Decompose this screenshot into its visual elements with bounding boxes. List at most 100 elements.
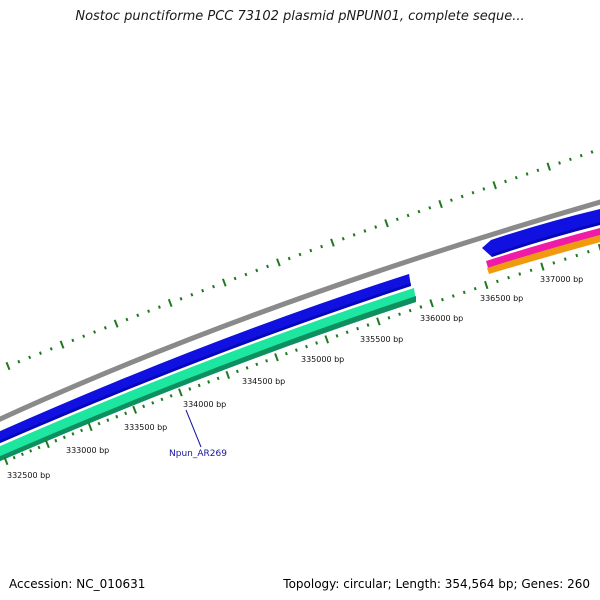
inner-tick-major	[3, 456, 9, 466]
outer-tick-minor	[525, 172, 529, 176]
outer-tick-minor	[352, 233, 356, 237]
inner-tick-minor	[315, 341, 319, 345]
outer-tick-minor	[38, 351, 42, 355]
outer-tick-minor	[449, 198, 453, 202]
tick-label: 332500 bp	[7, 471, 50, 480]
inner-tick-minor	[62, 435, 66, 440]
inner-tick-minor	[387, 316, 391, 320]
outer-tick-minor	[103, 326, 107, 330]
outer-tick-minor	[136, 313, 140, 318]
inner-tick-minor	[216, 376, 220, 381]
outer-tick-minor	[298, 252, 302, 257]
tick-labels: 332500 bp 333000 bp 333500 bp 334000 bp 3345…	[7, 275, 583, 480]
inner-tick-minor	[284, 351, 288, 356]
outer-tick-minor	[406, 213, 410, 218]
outer-tick-minor	[212, 284, 215, 289]
outer-tick-minor	[201, 288, 205, 293]
inner-tick-minor	[29, 449, 33, 453]
inner-tick-ring	[3, 243, 600, 466]
outer-tick-minor	[558, 161, 561, 165]
outer-tick-major	[438, 199, 443, 209]
outer-tick-major	[167, 298, 173, 308]
inner-tick-minor	[54, 438, 58, 443]
outer-tick-major	[546, 162, 551, 171]
outer-tick-minor	[363, 229, 367, 233]
inner-tick-minor	[151, 401, 155, 405]
tick-label: 334500 bp	[242, 377, 285, 386]
inner-tick-minor	[235, 369, 239, 374]
inner-tick-minor	[115, 414, 119, 419]
accession-text: Accession: NC_010631	[9, 577, 146, 591]
inner-tick-minor	[419, 305, 423, 309]
outer-tick-major	[276, 258, 281, 267]
inner-tick-major	[429, 299, 434, 308]
inner-tick-minor	[495, 279, 499, 284]
inner-tick-minor	[408, 308, 412, 313]
inner-tick-minor	[451, 294, 455, 298]
outer-tick-minor	[190, 292, 194, 297]
inner-tick-minor	[188, 387, 192, 391]
inner-tick-minor	[294, 348, 298, 352]
tick-label: 333000 bp	[66, 446, 109, 455]
inner-tick-major	[540, 262, 545, 271]
inner-tick-minor	[335, 334, 339, 338]
tick-label: 335500 bp	[360, 335, 403, 344]
outer-tick-major	[59, 340, 65, 349]
outer-tick-minor	[287, 256, 291, 261]
inner-tick-minor	[575, 253, 579, 258]
inner-tick-major	[484, 280, 489, 290]
inner-tick-minor	[356, 326, 360, 331]
outer-tick-minor	[579, 153, 583, 158]
outer-tick-minor	[244, 272, 248, 277]
inner-tick-major	[597, 243, 600, 252]
gene-callout[interactable]: Npun_AR269	[169, 409, 227, 459]
outer-tick-minor	[157, 305, 161, 309]
tick-label: 333500 bp	[124, 423, 167, 432]
inner-tick-minor	[142, 404, 146, 409]
outer-tick-minor	[482, 187, 486, 191]
tick-label: 335000 bp	[301, 355, 344, 364]
inner-tick-minor	[518, 272, 522, 276]
inner-tick-minor	[197, 383, 201, 388]
outer-tick-minor	[255, 268, 259, 273]
outer-tick-minor	[590, 150, 594, 154]
inner-tick-minor	[12, 455, 16, 460]
outer-tick-minor	[568, 157, 572, 162]
outer-tick-minor	[28, 355, 32, 360]
inner-tick-minor	[473, 286, 477, 291]
inner-tick-major	[376, 317, 381, 326]
map-title: Nostoc punctiforme PCC 73102 plasmid pNP…	[75, 9, 525, 24]
inner-tick-minor	[529, 268, 533, 273]
inner-tick-minor	[124, 411, 128, 416]
inner-tick-minor	[20, 452, 24, 457]
inner-tick-minor	[305, 344, 308, 349]
inner-tick-minor	[265, 359, 269, 363]
outer-tick-minor	[125, 317, 129, 322]
outer-tick-minor	[536, 168, 540, 173]
inner-tick-minor	[71, 432, 75, 436]
outer-tick-minor	[514, 175, 518, 180]
gene-label-npun-ar269[interactable]: Npun_AR269	[169, 449, 227, 459]
outer-tick-major	[221, 278, 227, 287]
outer-tick-minor	[341, 236, 345, 241]
outer-tick-minor	[320, 244, 324, 249]
cds-band-left	[0, 274, 411, 444]
outer-tick-major	[330, 238, 335, 247]
outer-tick-minor	[374, 225, 378, 229]
inner-tick-minor	[366, 323, 370, 327]
tick-label: 336000 bp	[420, 314, 463, 323]
inner-tick-minor	[345, 330, 349, 335]
outer-tick-ring	[5, 150, 594, 371]
outer-tick-minor	[428, 206, 432, 210]
inner-tick-minor	[441, 297, 444, 302]
outer-tick-minor	[504, 179, 507, 184]
sequence-backbone	[0, 199, 600, 422]
inner-tick-minor	[255, 362, 259, 367]
inner-tick-major	[178, 388, 183, 397]
outer-tick-minor	[147, 309, 151, 313]
tick-label: 334000 bp	[183, 400, 226, 409]
outer-tick-major	[5, 361, 11, 371]
inner-tick-minor	[245, 366, 249, 370]
gene-band-teal	[0, 288, 416, 462]
feature-band-orange	[487, 235, 600, 274]
